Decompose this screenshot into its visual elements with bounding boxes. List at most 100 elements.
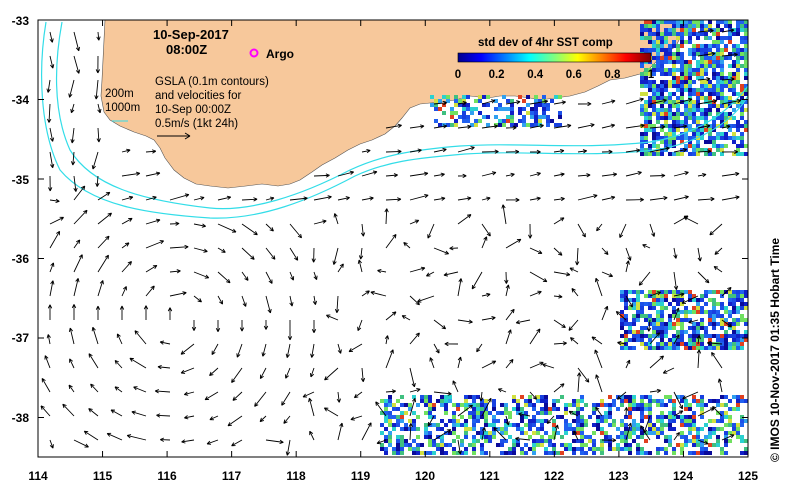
sst-pixel <box>664 68 668 72</box>
sst-pixel <box>696 68 700 72</box>
sst-pixel <box>720 88 724 92</box>
sst-pixel <box>692 104 696 108</box>
sst-pixel <box>556 451 560 455</box>
sst-pixel <box>676 56 680 60</box>
sst-pixel <box>716 136 720 140</box>
sst-pixel <box>664 306 668 310</box>
sst-pixel <box>444 443 448 447</box>
velocity-arrow <box>529 328 541 345</box>
sst-pixel <box>644 294 648 298</box>
sst-pixel <box>720 427 724 431</box>
colorbar-tick: 1 <box>648 69 655 81</box>
sst-pixel <box>522 115 526 119</box>
sst-pixel <box>384 419 388 423</box>
sst-pixel <box>704 128 708 132</box>
sst-pixel <box>696 326 700 330</box>
velocity-arrow <box>259 415 267 423</box>
sst-pixel <box>640 48 644 52</box>
velocity-arrow <box>481 171 497 177</box>
sst-pixel <box>692 24 696 28</box>
sst-pixel <box>732 431 736 435</box>
sst-pixel <box>456 403 460 407</box>
sst-pixel <box>544 439 548 443</box>
velocity-arrow <box>596 223 603 232</box>
sst-pixel <box>656 294 660 298</box>
sst-pixel <box>412 451 416 455</box>
sst-pixel <box>604 439 608 443</box>
velocity-arrow <box>457 100 467 106</box>
sst-pixel <box>506 99 510 103</box>
sst-pixel <box>720 60 724 64</box>
sst-pixel <box>692 68 696 72</box>
sst-pixel <box>400 411 404 415</box>
sst-pixel <box>724 44 728 48</box>
velocity-arrow <box>94 79 99 100</box>
sst-pixel <box>424 431 428 435</box>
sst-pixel <box>660 152 664 156</box>
sst-pixel <box>644 302 648 306</box>
sst-pixel <box>652 92 656 96</box>
sst-pixel <box>692 32 696 36</box>
sst-pixel <box>720 322 724 326</box>
sst-pixel <box>684 128 688 132</box>
velocity-arrow <box>642 244 651 249</box>
sst-pixel <box>420 399 424 403</box>
velocity-arrow <box>433 391 452 396</box>
sst-pixel <box>524 415 528 419</box>
velocity-arrow <box>73 239 81 249</box>
sst-pixel <box>632 427 636 431</box>
sst-pixel <box>740 116 744 120</box>
sst-pixel <box>704 152 708 156</box>
sst-pixel <box>538 99 542 103</box>
velocity-arrow <box>553 319 566 329</box>
velocity-arrow <box>41 377 51 393</box>
sst-pixel <box>676 443 680 447</box>
sst-pixel <box>736 427 740 431</box>
sst-pixel <box>716 48 720 52</box>
sst-pixel <box>672 322 676 326</box>
sst-pixel <box>438 107 442 111</box>
sst-pixel <box>636 298 640 302</box>
sst-pixel <box>660 104 664 108</box>
sst-pixel <box>652 346 656 350</box>
sst-pixel <box>668 415 672 419</box>
sst-pixel <box>616 447 620 451</box>
sst-pixel <box>396 443 400 447</box>
sst-pixel <box>680 399 684 403</box>
sst-pixel <box>744 124 748 128</box>
velocity-arrow <box>638 271 651 286</box>
sst-pixel <box>608 395 612 399</box>
sst-pixel <box>492 431 496 435</box>
sst-pixel <box>648 88 652 92</box>
sst-pixel <box>652 302 656 306</box>
sst-pixel <box>464 403 468 407</box>
sst-pixel <box>724 439 728 443</box>
sst-pixel <box>712 152 716 156</box>
sst-pixel <box>672 20 676 24</box>
sst-pixel <box>692 310 696 314</box>
sst-pixel <box>560 435 564 439</box>
sst-pixel <box>540 411 544 415</box>
sst-pixel <box>656 399 660 403</box>
sst-pixel <box>428 403 432 407</box>
sst-pixel <box>488 431 492 435</box>
sst-pixel <box>440 403 444 407</box>
sst-pixel <box>392 403 396 407</box>
sst-pixel <box>664 451 668 455</box>
sst-pixel <box>526 123 530 127</box>
sst-pixel <box>684 104 688 108</box>
sst-pixel <box>608 439 612 443</box>
sst-pixel <box>454 99 458 103</box>
sst-pixel <box>732 310 736 314</box>
sst-pixel <box>536 395 540 399</box>
sst-pixel <box>540 395 544 399</box>
sst-pixel <box>724 310 728 314</box>
sst-pixel <box>736 92 740 96</box>
velocity-arrow <box>546 415 555 424</box>
sst-pixel <box>716 64 720 68</box>
sst-pixel <box>736 24 740 28</box>
velocity-arrow <box>96 31 101 41</box>
sst-pixel <box>592 431 596 435</box>
sst-pixel <box>728 80 732 84</box>
sst-pixel <box>504 431 508 435</box>
